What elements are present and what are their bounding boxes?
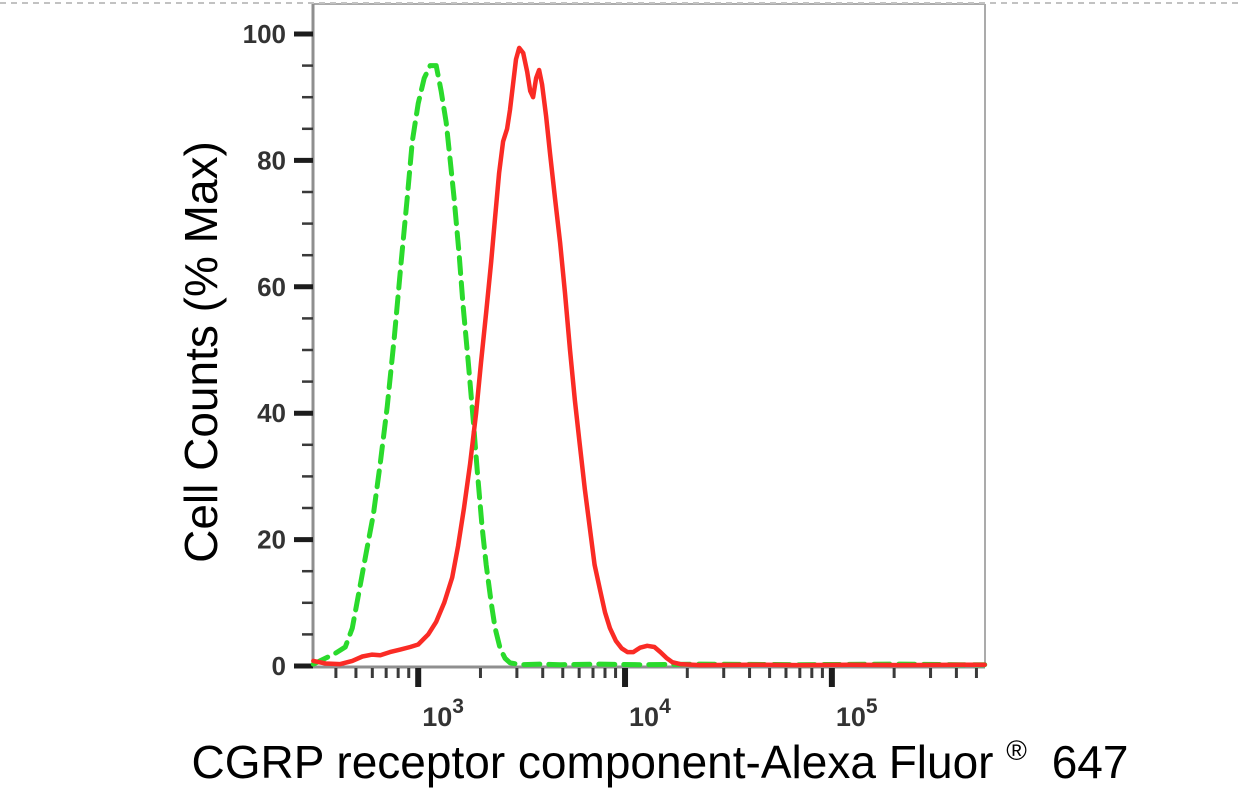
x-axis-title-suffix: 647 bbox=[1052, 736, 1129, 788]
y-tick-label: 100 bbox=[243, 19, 286, 49]
x-tick-label-exponent: 5 bbox=[866, 695, 878, 718]
y-tick-label: 60 bbox=[257, 272, 286, 302]
histogram-curves bbox=[310, 45, 988, 668]
y-tick-label: 0 bbox=[272, 651, 286, 681]
x-tick-label: 103 bbox=[422, 695, 464, 732]
x-tick-label: 104 bbox=[629, 695, 671, 732]
x-axis-title: CGRP receptor component-Alexa Fluor ® 64… bbox=[192, 718, 1129, 788]
x-tick-label: 105 bbox=[836, 695, 878, 732]
x-tick-label-exponent: 3 bbox=[452, 695, 464, 718]
green-dashed-curve bbox=[310, 63, 988, 668]
axis-ticks bbox=[294, 31, 978, 687]
y-axis-title: Cell Counts (% Max) bbox=[175, 141, 227, 563]
x-axis-title-main: CGRP receptor component-Alexa Fluor bbox=[192, 736, 994, 788]
red-solid-curve bbox=[311, 45, 987, 668]
y-tick-label: 80 bbox=[257, 145, 286, 175]
registered-trademark-symbol: ® bbox=[1006, 735, 1027, 766]
selection-dashed-border bbox=[0, 2, 1240, 4]
x-tick-label-base: 10 bbox=[836, 702, 866, 732]
x-tick-label-exponent: 4 bbox=[659, 695, 671, 718]
plot-frame bbox=[311, 3, 986, 669]
x-tick-label-base: 10 bbox=[422, 702, 452, 732]
y-tick-label: 20 bbox=[257, 525, 286, 555]
x-tick-label-base: 10 bbox=[629, 702, 659, 732]
y-tick-label: 40 bbox=[257, 398, 286, 428]
